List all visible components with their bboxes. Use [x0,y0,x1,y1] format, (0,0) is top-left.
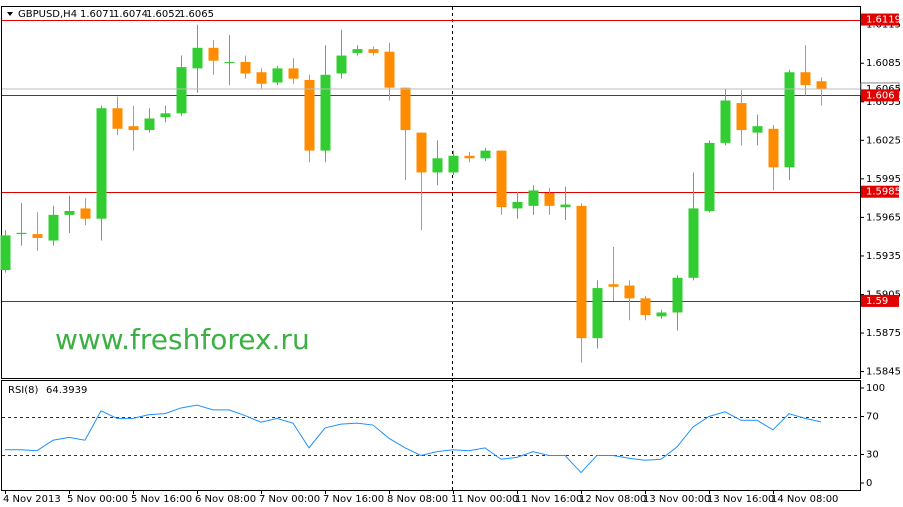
candle-body [544,193,555,206]
candle-body [240,61,251,74]
y-tick-label: 1.5875 [866,328,901,339]
candle-body [464,155,475,159]
candle-body [160,113,171,118]
candle-body [368,49,379,53]
x-tick-label: 11 Nov 16:00 [515,494,582,505]
candle-body [736,103,747,131]
candle-body [640,298,651,316]
candle-body [768,128,779,168]
y-tick-label: 1.5995 [866,174,901,185]
x-tick-label: 13 Nov 16:00 [707,494,774,505]
y-tick-label: 1.5845 [866,367,901,378]
x-tick-label: 7 Nov 16:00 [323,494,384,505]
y-tick-label: 1.6025 [866,135,901,146]
candle-body [592,288,603,339]
candle-body [512,201,523,209]
watermark: www.freshforex.ru [55,323,310,356]
y-tick-label: 0 [866,478,872,489]
candle-body [432,158,443,173]
candle-body [560,204,571,208]
candle-body [256,72,267,84]
candle-body [96,108,107,219]
level-box [861,13,899,26]
candle-body [224,61,235,63]
x-tick-label: 11 Nov 00:00 [451,494,518,505]
candle-body [208,47,219,61]
x-tick-label: 5 Nov 00:00 [67,494,128,505]
y-tick-label: 1.5965 [866,212,901,223]
menu-arrow [7,12,13,16]
y-tick-label: 30 [866,450,879,461]
y-tick-label: 1.6085 [866,58,901,69]
candle-body [688,208,699,278]
level-label: 1.5985 [866,187,901,198]
candle-body [112,108,123,129]
rsi-value: 64.3939 [46,385,87,396]
candle-body [128,126,139,131]
candle-body [752,126,763,133]
level-box [861,89,899,102]
candle-body [384,51,395,88]
candle-body [48,214,59,241]
candle-body [320,74,331,151]
candle-body [416,132,427,173]
candle-body [336,55,347,74]
level-label: 1.606 [866,90,895,101]
y-tick-label: 1.6055 [866,97,901,108]
candle-body [304,79,315,151]
candle-body [64,210,75,215]
candle-body [272,68,283,83]
candle-body [576,205,587,339]
symbol: GBPUSD,H4 [18,9,77,20]
candle-body [528,190,539,206]
rsi-name: RSI(8) [8,385,39,396]
candle-body [704,142,715,211]
candle-body [32,234,43,238]
candle-body [656,312,667,317]
candle-body [672,277,683,313]
candle-body [176,67,187,114]
candle-body [720,100,731,143]
y-tick-label: 100 [866,383,885,394]
candle-body [608,284,619,287]
level-box [861,294,899,307]
x-tick-label: 5 Nov 16:00 [131,494,192,505]
x-tick-label: 4 Nov 2013 [3,494,61,505]
candle-body [480,150,491,159]
level-label: 1.6119 [866,15,901,26]
x-tick-label: 14 Nov 08:00 [771,494,838,505]
candle-body [800,72,811,86]
candle-body [0,235,11,271]
candle-body [192,47,203,69]
level-label: 1.59 [866,296,888,307]
ohlc-low: 1.6052 [146,9,181,20]
rsi-line [5,404,822,474]
candle-body [400,87,411,131]
rsi-frame [1,380,861,491]
candle-body [16,232,27,235]
level-box [861,185,899,198]
x-tick-label: 6 Nov 08:00 [195,494,256,505]
x-tick-label: 13 Nov 00:00 [643,494,710,505]
candle-body [144,118,155,131]
candle-body [624,285,635,299]
candle-body [816,81,827,89]
y-tick-label: 1.5935 [866,251,901,262]
candle-body [288,68,299,79]
x-tick-label: 7 Nov 00:00 [259,494,320,505]
candle-body [784,72,795,168]
x-tick-label: 8 Nov 08:00 [387,494,448,505]
x-tick-label: 12 Nov 08:00 [579,494,646,505]
candle-body [496,150,507,208]
candle-body [352,49,363,53]
candle-body [80,208,91,219]
ohlc-close: 1.6065 [179,9,214,20]
candle-body [448,155,459,173]
main-frame [1,6,861,379]
ohlc-open: 1.6071 [80,9,115,20]
ohlc-high: 1.6074 [113,9,148,20]
y-tick-label: 70 [866,412,879,423]
